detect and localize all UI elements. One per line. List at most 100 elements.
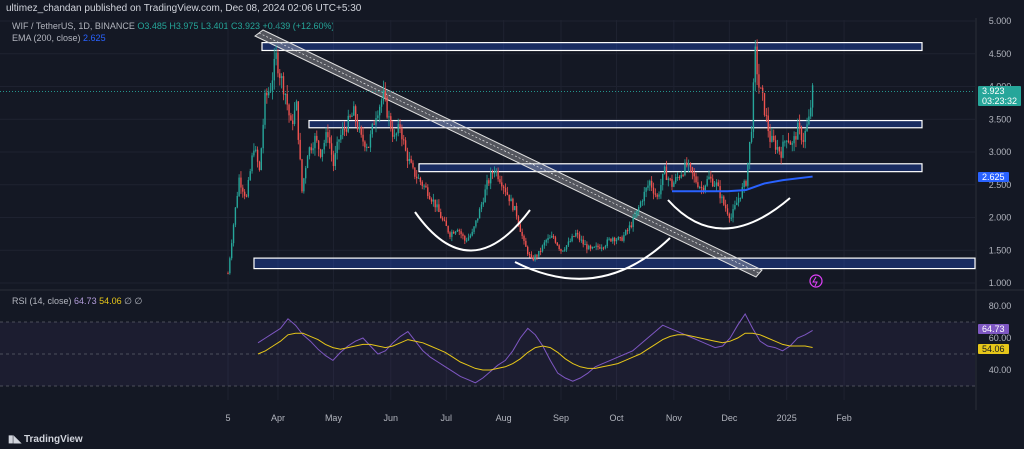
time-tick-label: Jul (441, 413, 453, 423)
candle-body (497, 170, 499, 180)
candle-body (589, 245, 592, 249)
candle-body (317, 140, 320, 150)
candle-body (425, 185, 427, 188)
candle-body (266, 92, 268, 96)
candle-body (255, 149, 257, 151)
candle-body (761, 87, 764, 94)
candle-body (445, 220, 447, 227)
last-price: 3.923 (982, 86, 1005, 96)
rounding-arc-3 (667, 197, 791, 230)
rsi-pane (0, 313, 975, 387)
candle-body (636, 210, 638, 217)
rounding-arc-2 (514, 237, 671, 280)
ema-label[interactable]: EMA (200, close) (12, 33, 81, 43)
candle-body (469, 235, 472, 238)
price-tick-label: 3.500 (989, 114, 1012, 124)
candle-body (482, 202, 484, 205)
candle-body (371, 123, 373, 135)
candle-body (312, 148, 314, 151)
candle-body (236, 195, 238, 208)
candle-body (726, 208, 729, 214)
candle-body (584, 244, 586, 246)
time-tick-label: 2025 (777, 413, 797, 423)
candle-body (747, 162, 749, 186)
ema-legend: EMA (200, close) 2.625 (12, 33, 106, 43)
candle-body (649, 180, 651, 186)
time-tick-label: Feb (836, 413, 852, 423)
price-tick-label: 4.500 (989, 49, 1012, 59)
candle-body (641, 201, 644, 203)
candle-body (795, 136, 797, 140)
candle-body (734, 205, 736, 210)
candle-body (364, 141, 366, 148)
rsi-label[interactable]: RSI (14, close) (12, 296, 72, 306)
candle-body (741, 187, 743, 198)
candle-body (506, 192, 509, 195)
candle-body (465, 240, 468, 242)
candle-body (462, 234, 464, 237)
candle-body (712, 178, 714, 187)
candle-body (686, 162, 688, 166)
candle-body (467, 237, 470, 241)
candle-body (334, 153, 336, 167)
candle-body (229, 258, 231, 274)
candle-body (808, 116, 810, 125)
candle-body (512, 198, 514, 211)
candle-body (410, 158, 412, 163)
candle-body (306, 156, 309, 169)
candle-body (336, 141, 338, 154)
candle-body (580, 239, 583, 241)
candle-body (432, 199, 435, 202)
candle-body (299, 139, 301, 160)
candle-body (301, 159, 303, 192)
candle-body (460, 231, 462, 235)
candle-body (293, 110, 296, 125)
candle-body (227, 273, 229, 275)
candle-body (464, 236, 466, 241)
candle-body (471, 231, 473, 236)
candle-body (547, 237, 549, 241)
candle-body (330, 143, 333, 155)
candle-body (724, 204, 727, 209)
rsi-ma-line (257, 332, 813, 371)
time-tick-label: Sep (553, 413, 569, 423)
candle-body (403, 139, 405, 141)
candle-body (536, 255, 538, 257)
candle-body (238, 177, 240, 196)
candle-body (602, 247, 605, 249)
candle-body (273, 58, 275, 81)
candle-body (680, 175, 682, 178)
candle-body (495, 170, 497, 172)
candle-body (441, 218, 444, 220)
candle-body (491, 172, 494, 174)
candle-body (477, 218, 479, 221)
candle-body (347, 115, 349, 132)
candle-body (798, 122, 801, 128)
candle-body (708, 176, 710, 180)
candle-body (260, 148, 262, 171)
candle-body (784, 141, 786, 143)
candle-body (554, 237, 557, 243)
candle-body (367, 146, 370, 148)
candle-body (601, 247, 603, 249)
candle-body (421, 181, 423, 186)
candle-body (308, 147, 311, 157)
tradingview-logo[interactable]: ▮◣ TradingView (8, 434, 83, 445)
candle-body (654, 193, 657, 195)
candle-body (277, 52, 279, 74)
candle-body (591, 246, 594, 249)
candle-body (231, 243, 233, 259)
candle-body (323, 142, 325, 150)
candle-body (388, 116, 390, 118)
candle-body (639, 202, 642, 208)
candle-body (434, 199, 436, 208)
candle-body (342, 129, 344, 135)
candle-body (804, 130, 806, 142)
time-tick-label: Jun (384, 413, 399, 423)
price-chart[interactable]: 1.0001.5002.0002.5003.0003.5004.0004.500… (0, 0, 1024, 430)
candle-body (362, 134, 364, 142)
candle-body (538, 250, 540, 257)
symbol-label[interactable]: WIF / TetherUS, 1D, BINANCE (12, 21, 135, 31)
candle-body (325, 132, 327, 143)
candle-body (626, 230, 629, 232)
